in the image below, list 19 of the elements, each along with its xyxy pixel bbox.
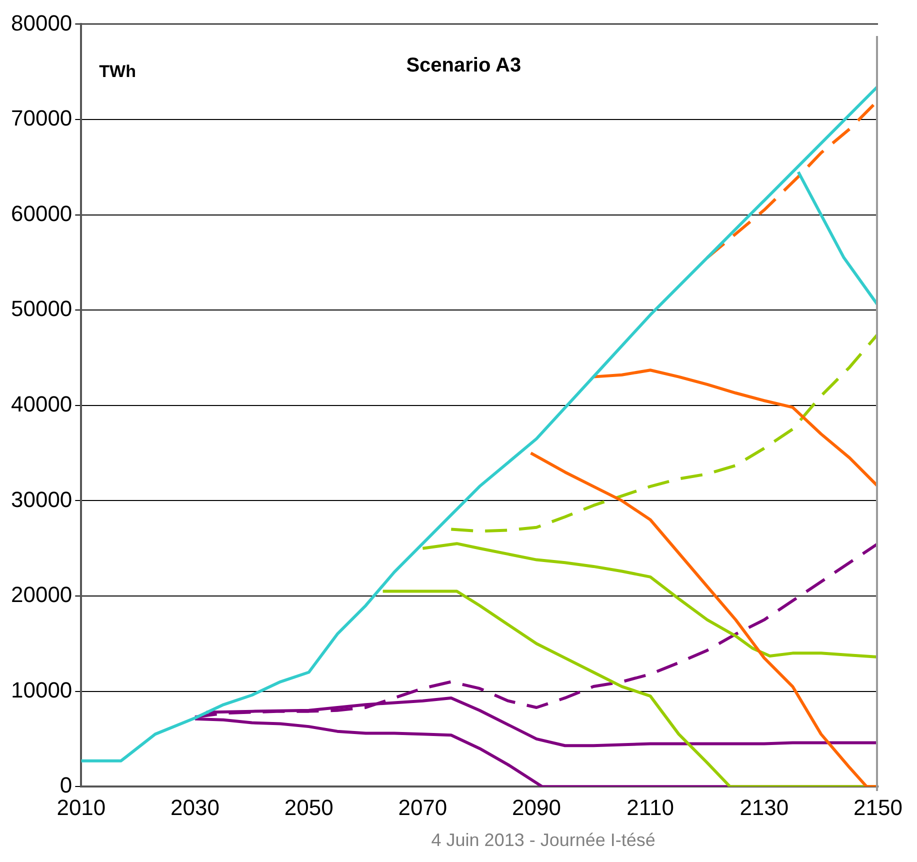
text: Scenario A3 xyxy=(406,54,522,77)
y-tick-label: 50000 xyxy=(10,296,72,322)
x-tick-label: 2130 xyxy=(740,794,789,820)
y-tick-label: 80000 xyxy=(10,10,72,36)
y-axis-title: TWh xyxy=(99,62,136,81)
x-tick-label: 2050 xyxy=(284,794,334,820)
y-tick-label: 70000 xyxy=(10,106,72,131)
y-tick-label: 30000 xyxy=(10,486,72,512)
text: 4 Juin 2013 - Journée I-tésé xyxy=(431,830,656,850)
x-tick-label: 2030 xyxy=(170,794,220,820)
y-tick-label: 20000 xyxy=(10,582,72,608)
x-tick-label: 2090 xyxy=(512,794,561,820)
y-tick-label: 60000 xyxy=(10,200,72,226)
y-tick-label: 40000 xyxy=(10,391,72,416)
x-tick-label: 2110 xyxy=(626,794,674,820)
x-tick-label: 2070 xyxy=(398,794,448,820)
y-tick-label: 10000 xyxy=(10,677,72,702)
line-series xyxy=(450,332,878,533)
x-tick-label: 2150 xyxy=(854,794,902,820)
